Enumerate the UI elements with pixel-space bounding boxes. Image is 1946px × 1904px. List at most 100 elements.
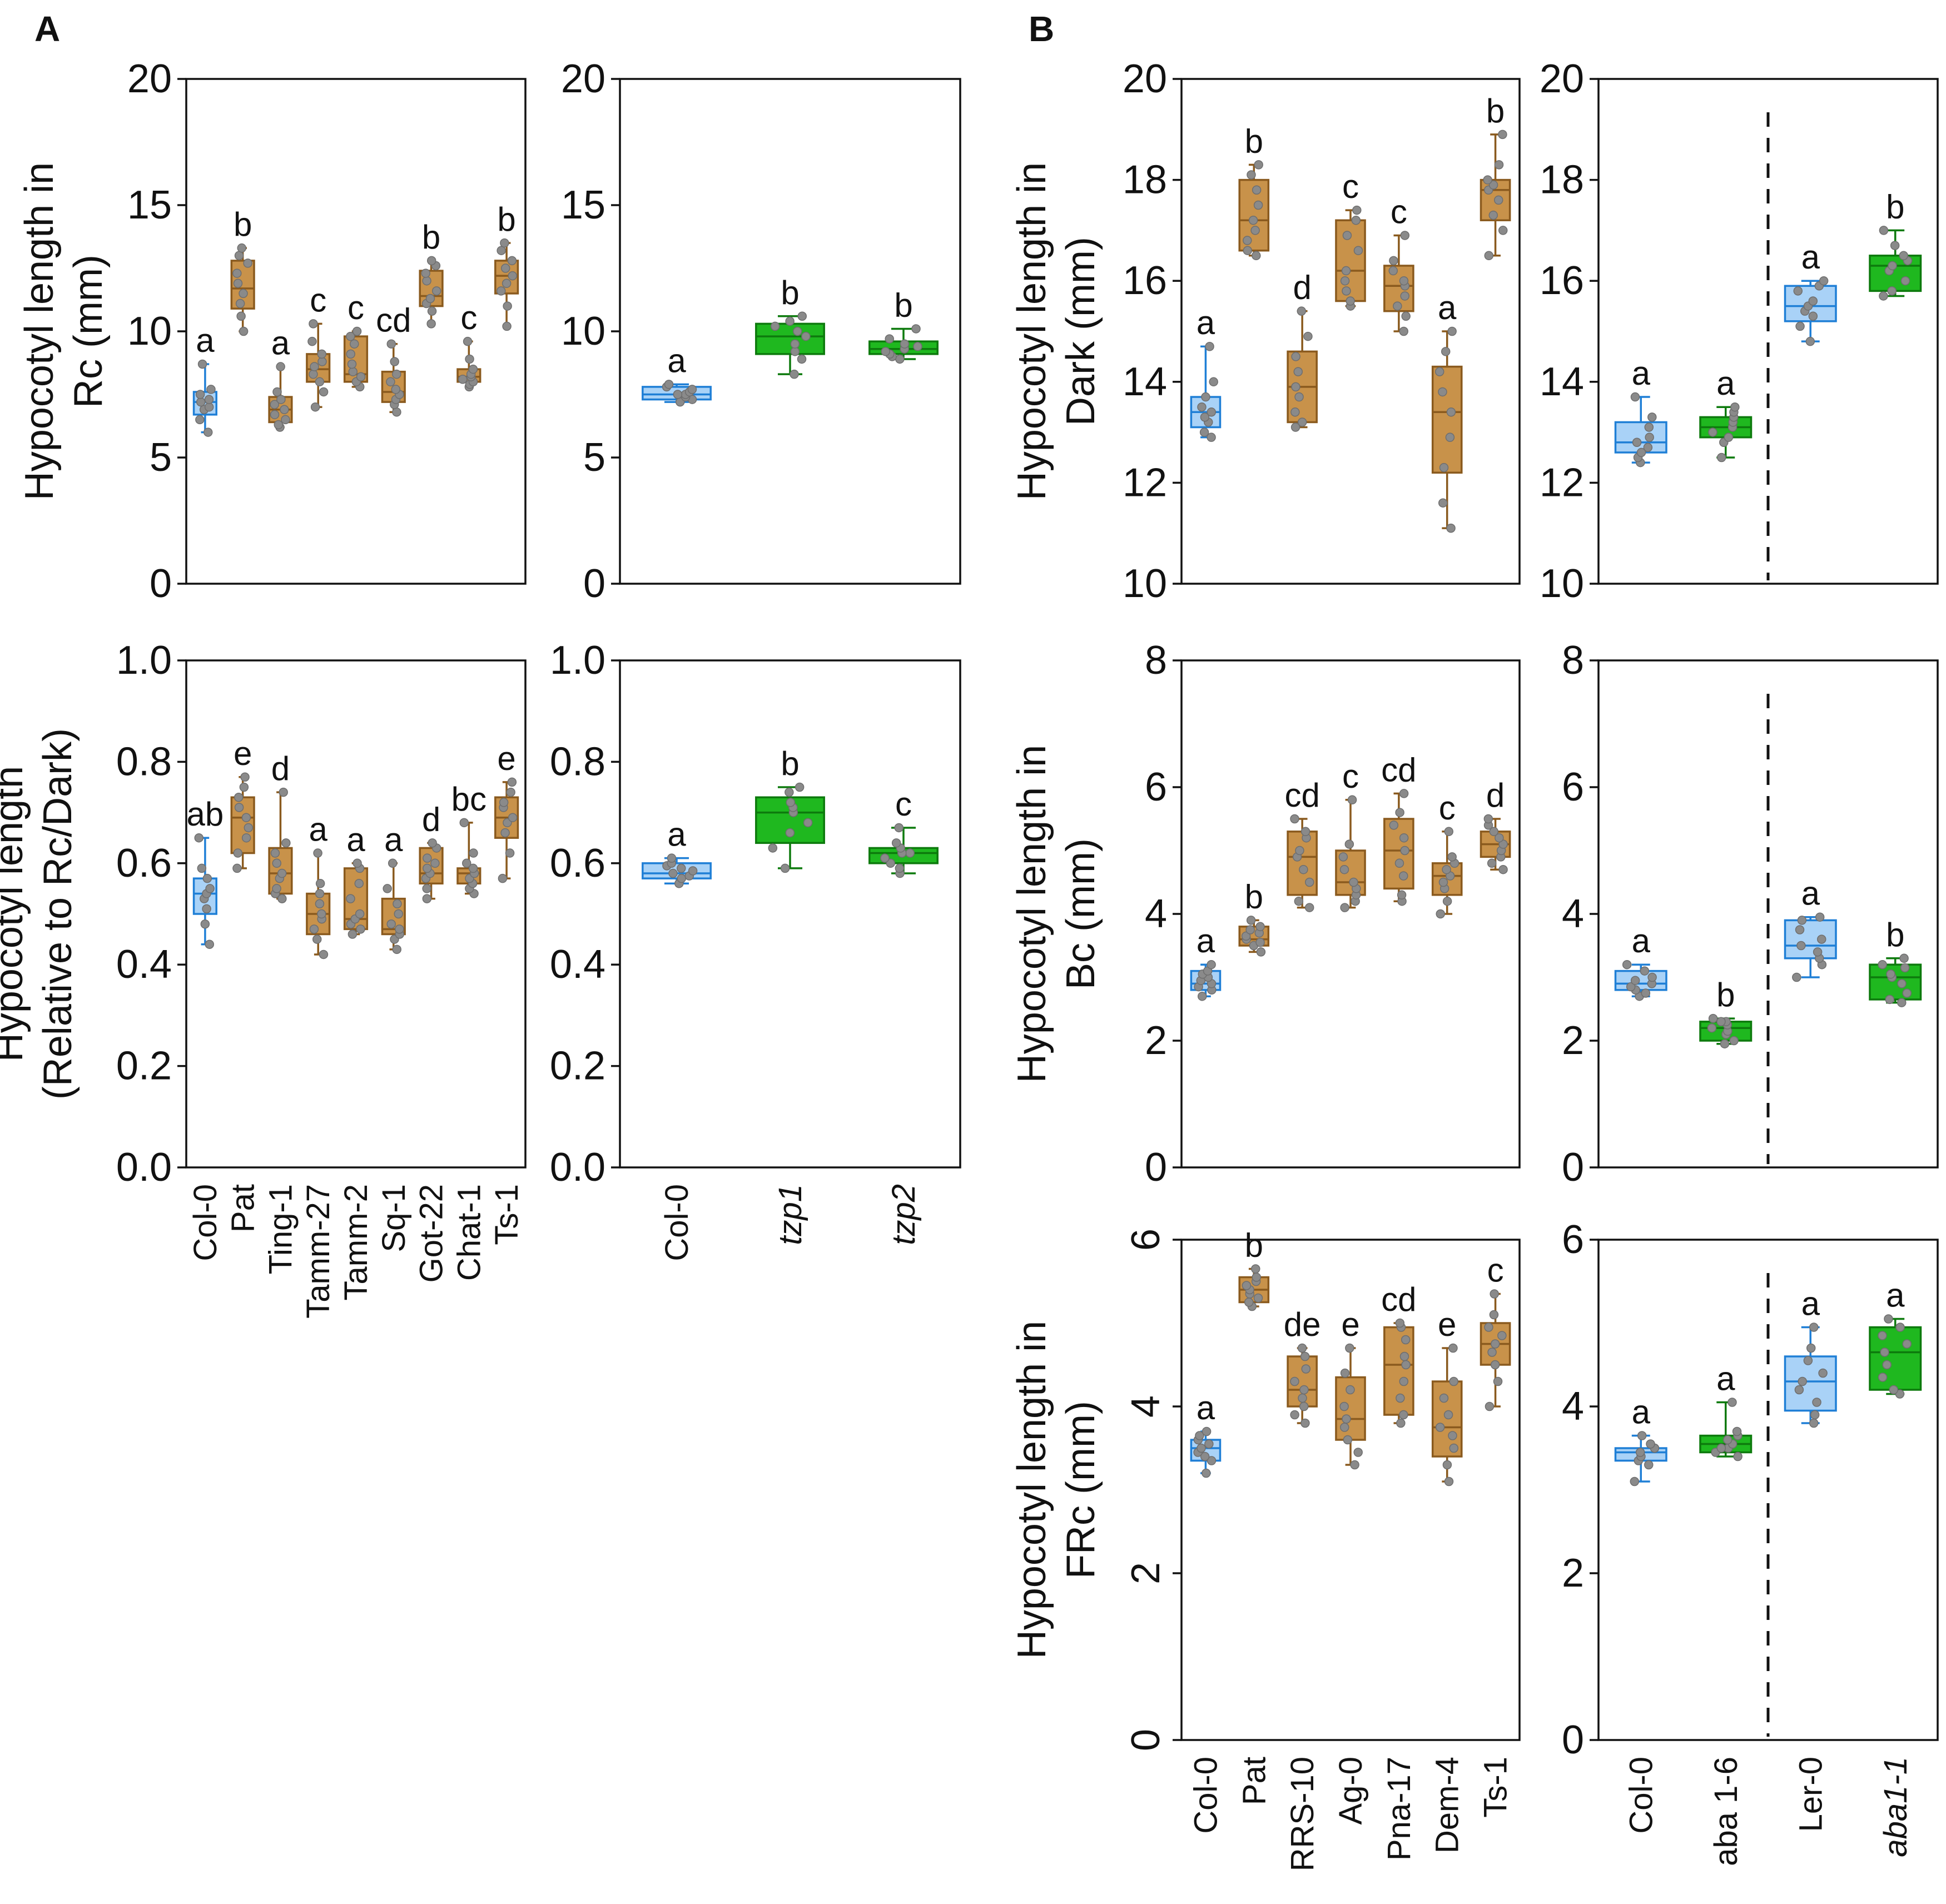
b2-aba1-1-point	[1900, 276, 1910, 286]
b2-col-0-point	[1647, 412, 1657, 422]
a1-ting-1-point	[272, 387, 282, 397]
b1-pna-17-point	[1388, 266, 1398, 276]
b2-col-0-letter: a	[1632, 355, 1651, 392]
a4-ytick-label: 0.6	[550, 841, 605, 886]
b1-ytick-label: 10	[1123, 561, 1167, 606]
b6-col-0-point	[1637, 1431, 1647, 1440]
b1-pat-point	[1243, 246, 1253, 255]
a3-tamm-2-category-label: Tamm-2	[338, 1184, 374, 1300]
a3-got-22-point	[422, 884, 431, 893]
b3-dem-4-point	[1442, 864, 1451, 874]
b4-aba1-1-point	[1902, 988, 1912, 998]
b6-aba-1-6-letter: a	[1716, 1360, 1735, 1398]
b3-col-0-point	[1197, 991, 1207, 1001]
b1-rrs-10-point	[1297, 306, 1307, 316]
b3-rrs-10-point	[1304, 903, 1314, 912]
a4-tzp2-letter: c	[895, 786, 912, 823]
b5-ts-1-point	[1493, 1376, 1503, 1386]
b1-pna-17-point	[1393, 301, 1402, 311]
b6-aba1-1-point	[1895, 1389, 1905, 1399]
b5-rrs-10-letter: de	[1284, 1306, 1321, 1343]
b3-ag-0-point	[1349, 877, 1358, 887]
b1-ts-1-point	[1494, 195, 1503, 205]
b4-col-0-point	[1641, 988, 1651, 998]
a1-ting-1-point	[274, 420, 284, 430]
a1-got-22-point	[425, 294, 435, 304]
a3-pat-letter: e	[234, 735, 252, 772]
a3-chat-1-point	[468, 863, 478, 873]
a1-tamm-27-point	[309, 369, 318, 379]
b2-aba-1-6-point	[1717, 453, 1726, 463]
b2-ler-0-point	[1795, 321, 1805, 331]
b2-col-0-point	[1636, 448, 1646, 458]
a3-col-0-category-label: Col-0	[187, 1184, 224, 1261]
a3-pat-point	[234, 803, 244, 812]
b6-ytick-label: 6	[1562, 1217, 1584, 1262]
a1-tamm-2-point	[356, 372, 366, 381]
b1-ag-0-letter: c	[1342, 168, 1359, 205]
b5-ylabel-line: FRc (mm)	[1059, 1401, 1103, 1579]
a4-tzp1-point	[795, 782, 805, 792]
b5-col-0-point	[1195, 1431, 1204, 1440]
b5-ag-0-point	[1346, 1385, 1355, 1395]
b2-aba-1-6-point	[1708, 427, 1717, 437]
b5-pat-point	[1252, 1272, 1262, 1282]
b5-ts-1-point	[1490, 1360, 1500, 1370]
b2-col-0-point	[1643, 443, 1653, 453]
a1-pat-point	[234, 251, 244, 261]
a3-col-0-point	[197, 863, 207, 873]
b5-ts-1-point	[1485, 1401, 1495, 1411]
a3-tamm-2-point	[354, 879, 364, 888]
a3-ytick-label: 0.2	[116, 1044, 172, 1088]
b6-ler-0-point	[1809, 1323, 1819, 1332]
b5-pna-17-point	[1401, 1335, 1411, 1345]
b6-aba1-1-point	[1884, 1314, 1893, 1324]
a3-chat-1-point	[469, 848, 478, 858]
a2-ytick-label: 0	[583, 561, 605, 606]
b5-ag-0-point	[1350, 1460, 1359, 1470]
a3-tamm-27-letter: a	[309, 811, 328, 848]
b5-ag-0-point	[1340, 1423, 1349, 1432]
a1-ts-1-point	[496, 286, 506, 296]
a3-got-22-point	[423, 863, 432, 873]
b6-aba1-1-letter: a	[1886, 1277, 1905, 1314]
b1-pna-17-letter: c	[1391, 193, 1407, 230]
a1-ytick-label: 10	[127, 309, 172, 354]
b3-ytick-label: 6	[1145, 765, 1167, 809]
b5-dem-4-point	[1449, 1376, 1458, 1386]
a1-ts-1-letter: b	[497, 201, 515, 238]
b1-pna-17-point	[1400, 291, 1409, 301]
a1-chat-1-point	[458, 375, 468, 384]
a1-got-22-letter: b	[422, 218, 440, 256]
a3-tamm-2-point	[353, 858, 362, 868]
a1-got-22-point	[422, 276, 431, 286]
b3-pna-17-point	[1400, 846, 1409, 856]
b1-ytick-label: 14	[1123, 360, 1167, 404]
a4-tzp2-point	[895, 863, 905, 873]
b1-ytick-label: 20	[1123, 57, 1167, 101]
a2-col-0-point	[664, 380, 674, 389]
a1-ytick-label: 20	[127, 57, 172, 101]
b4-col-0-letter: a	[1632, 922, 1651, 960]
a2-tzp1-point	[790, 347, 800, 356]
b1-dem-4-point	[1447, 326, 1457, 336]
b2-aba-1-6-letter: a	[1716, 365, 1735, 402]
a1-ts-1-point	[502, 321, 512, 331]
b1-ts-1-point	[1494, 160, 1504, 170]
b3-dem-4-point	[1436, 909, 1445, 919]
a2-tzp2-point	[881, 347, 890, 356]
a3-sq-1-point	[392, 944, 401, 955]
b6-col-0-category-label: Col-0	[1623, 1757, 1659, 1834]
a3-sq-1-point	[394, 909, 404, 919]
a1-pat-point	[243, 258, 252, 268]
a3-ts-1-category-label: Ts-1	[489, 1184, 525, 1245]
b6-aba1-1-point	[1895, 1323, 1905, 1332]
b5-pat-point	[1242, 1281, 1252, 1290]
b5-ytick-label: 2	[1124, 1562, 1168, 1584]
b1-rrs-10-point	[1303, 331, 1313, 341]
a3-pat-point	[241, 813, 251, 822]
a4-col-0-letter: a	[667, 816, 686, 853]
a3-col-0-point	[202, 904, 211, 914]
b2-aba1-1-box	[1869, 255, 1922, 292]
b1-col-0-point	[1207, 407, 1217, 417]
